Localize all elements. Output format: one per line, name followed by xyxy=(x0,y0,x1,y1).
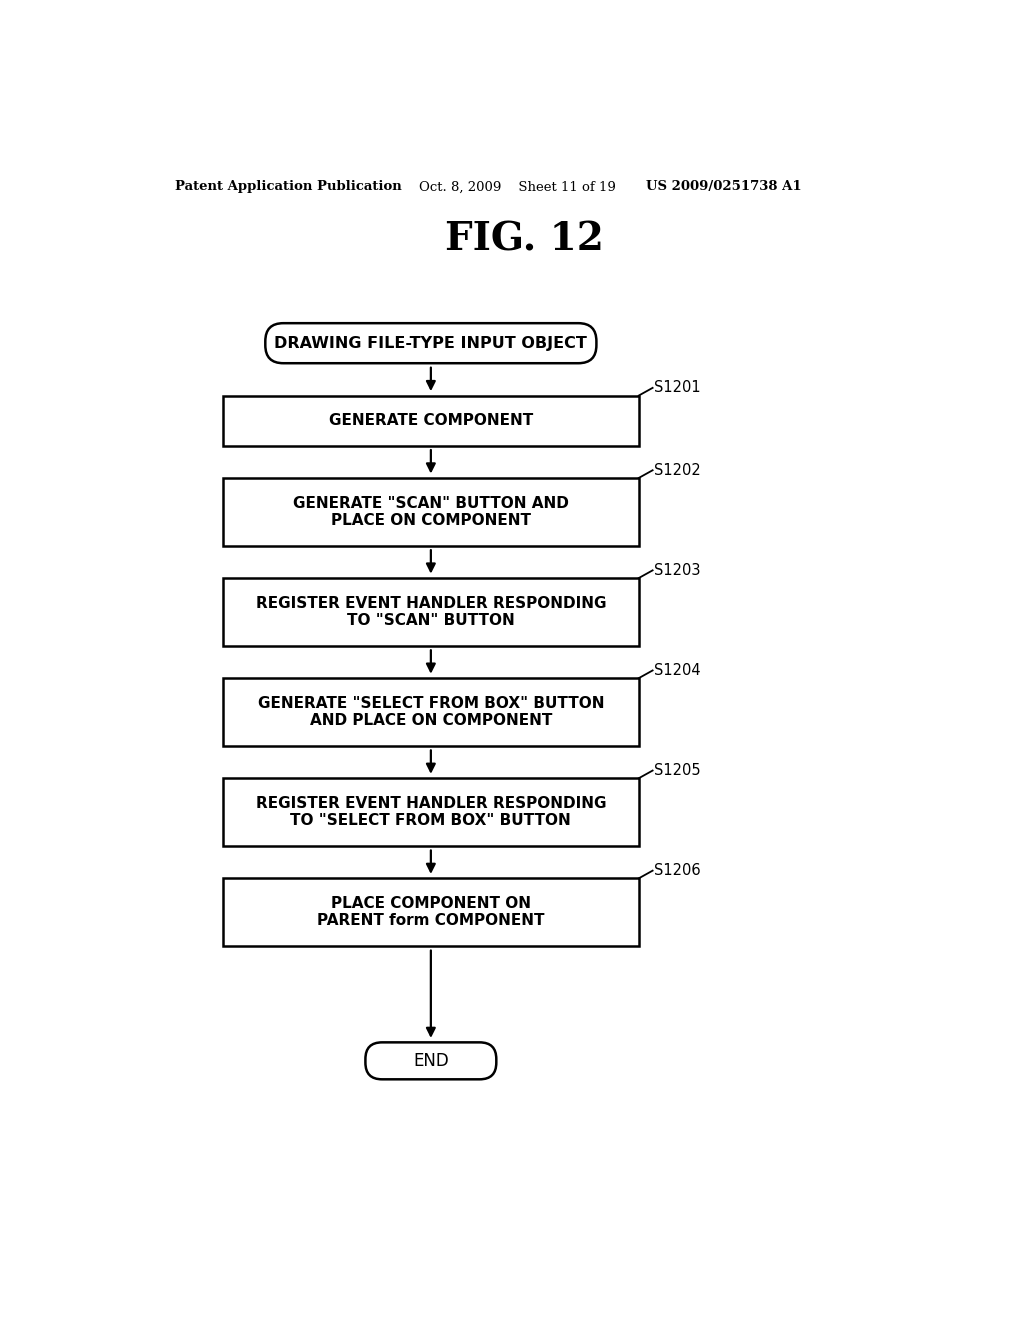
Bar xyxy=(223,478,639,545)
Text: S1206: S1206 xyxy=(654,863,700,878)
Text: PLACE COMPONENT ON
PARENT form COMPONENT: PLACE COMPONENT ON PARENT form COMPONENT xyxy=(317,896,545,928)
Text: S1203: S1203 xyxy=(654,562,700,578)
FancyBboxPatch shape xyxy=(265,323,596,363)
Text: Patent Application Publication: Patent Application Publication xyxy=(175,181,402,194)
Bar xyxy=(223,878,639,946)
Text: S1202: S1202 xyxy=(654,463,700,478)
Text: FIG. 12: FIG. 12 xyxy=(445,220,604,259)
Bar xyxy=(223,396,639,446)
Text: S1204: S1204 xyxy=(654,663,700,678)
Text: GENERATE "SELECT FROM BOX" BUTTON
AND PLACE ON COMPONENT: GENERATE "SELECT FROM BOX" BUTTON AND PL… xyxy=(258,696,604,729)
Text: REGISTER EVENT HANDLER RESPONDING
TO "SCAN" BUTTON: REGISTER EVENT HANDLER RESPONDING TO "SC… xyxy=(256,595,606,628)
Text: GENERATE COMPONENT: GENERATE COMPONENT xyxy=(329,413,532,428)
Text: DRAWING FILE-TYPE INPUT OBJECT: DRAWING FILE-TYPE INPUT OBJECT xyxy=(274,335,588,351)
Bar xyxy=(223,779,639,846)
Bar xyxy=(223,578,639,645)
Text: GENERATE "SCAN" BUTTON AND
PLACE ON COMPONENT: GENERATE "SCAN" BUTTON AND PLACE ON COMP… xyxy=(293,495,568,528)
Text: REGISTER EVENT HANDLER RESPONDING
TO "SELECT FROM BOX" BUTTON: REGISTER EVENT HANDLER RESPONDING TO "SE… xyxy=(256,796,606,829)
Text: Oct. 8, 2009    Sheet 11 of 19: Oct. 8, 2009 Sheet 11 of 19 xyxy=(419,181,616,194)
Bar xyxy=(223,678,639,746)
FancyBboxPatch shape xyxy=(366,1043,497,1080)
Text: S1205: S1205 xyxy=(654,763,700,777)
Text: US 2009/0251738 A1: US 2009/0251738 A1 xyxy=(646,181,802,194)
Text: END: END xyxy=(413,1052,449,1069)
Text: S1201: S1201 xyxy=(654,380,700,396)
